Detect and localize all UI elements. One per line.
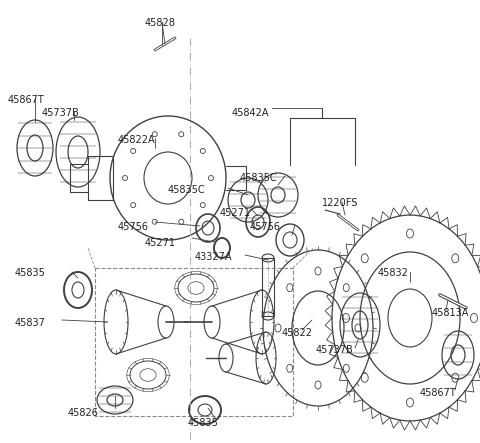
Text: 45835C: 45835C xyxy=(168,185,205,195)
Text: 45822A: 45822A xyxy=(118,135,156,145)
Text: 45837: 45837 xyxy=(15,318,46,328)
Text: 45835C: 45835C xyxy=(240,173,277,183)
Bar xyxy=(88,156,113,200)
Text: 45271: 45271 xyxy=(145,238,176,248)
Text: 45826: 45826 xyxy=(68,408,99,418)
Text: 45271: 45271 xyxy=(220,208,251,218)
Text: 45737B: 45737B xyxy=(42,108,80,118)
Text: 45835: 45835 xyxy=(188,418,219,428)
Bar xyxy=(95,268,293,416)
Bar xyxy=(262,258,274,316)
Text: 45867T: 45867T xyxy=(420,388,457,398)
Text: 45737B: 45737B xyxy=(316,345,354,355)
Text: 1220FS: 1220FS xyxy=(322,198,359,208)
Text: 45756: 45756 xyxy=(250,222,281,232)
Text: 45842A: 45842A xyxy=(232,108,269,118)
Text: 45828: 45828 xyxy=(145,18,176,28)
Text: 45822: 45822 xyxy=(282,328,313,338)
Text: 45867T: 45867T xyxy=(8,95,45,105)
Text: 45756: 45756 xyxy=(118,222,149,232)
Text: 45832: 45832 xyxy=(378,268,409,278)
Text: 45813A: 45813A xyxy=(432,308,469,318)
Text: 45835: 45835 xyxy=(15,268,46,278)
Text: 43327A: 43327A xyxy=(195,252,232,262)
